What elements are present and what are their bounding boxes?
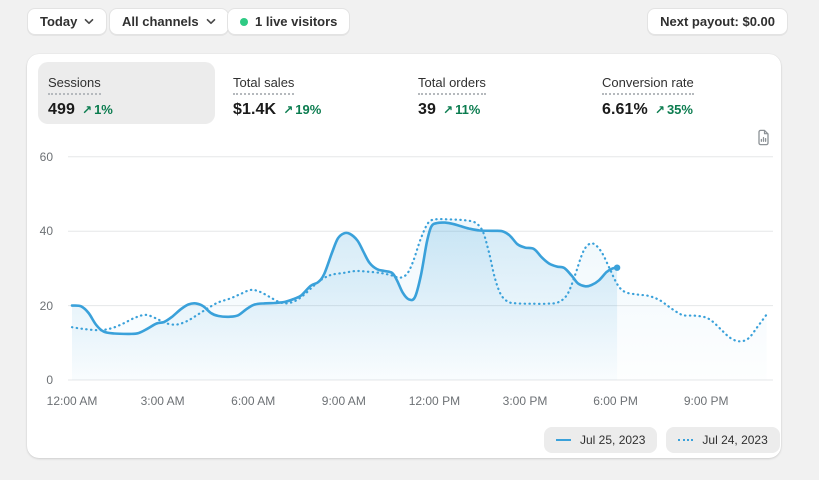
analytics-card: Sessions 499 ↗ 1% Total sales $1.4K ↗ 19% … — [27, 54, 781, 458]
report-file-icon[interactable] — [751, 125, 775, 149]
y-axis-label: 40 — [39, 224, 53, 239]
live-point-dot — [613, 264, 621, 271]
y-axis-label: 0 — [46, 373, 53, 387]
solid-line-swatch-icon — [556, 439, 571, 441]
current-day-area — [72, 222, 618, 380]
x-axis-label: 3:00 AM — [140, 394, 185, 408]
current-day-line — [70, 221, 619, 336]
metric-value: $1.4K — [233, 101, 277, 119]
legend-item-current: Jul 25, 2023 — [544, 427, 658, 453]
metric-value: 6.61% — [602, 101, 648, 119]
legend-label: Jul 24, 2023 — [702, 433, 768, 447]
trend-up-icon: ↗ — [82, 103, 93, 118]
dotted-line-swatch-icon — [678, 439, 694, 441]
metric-label: Total sales — [233, 75, 295, 96]
legend-item-previous: Jul 24, 2023 — [666, 427, 780, 453]
chevron-down-icon — [84, 18, 94, 25]
metric-tab-sessions[interactable]: Sessions 499 ↗ 1% — [38, 62, 215, 124]
date-range-button[interactable]: Today — [27, 8, 108, 35]
x-axis-label: 6:00 PM — [593, 394, 638, 408]
y-axis-label: 60 — [39, 149, 53, 164]
chevron-down-icon — [206, 18, 216, 25]
metric-tab-total-orders[interactable]: Total orders 39 ↗ 11% — [418, 74, 486, 119]
metric-delta: 19% — [295, 102, 322, 118]
x-axis-label: 12:00 AM — [46, 394, 98, 408]
metric-delta: 35% — [666, 102, 693, 118]
next-payout-label: Next payout: $0.00 — [660, 14, 775, 29]
metric-label: Conversion rate — [602, 75, 694, 96]
metric-value: 499 — [48, 101, 75, 119]
metric-value: 39 — [418, 101, 436, 119]
channels-button[interactable]: All channels — [109, 8, 229, 35]
legend-label: Jul 25, 2023 — [580, 433, 646, 447]
metric-label: Total orders — [418, 75, 486, 96]
x-axis-label: 9:00 PM — [683, 394, 729, 408]
x-axis-label: 6:00 AM — [231, 394, 276, 408]
metric-delta: 1% — [94, 102, 113, 118]
previous-day-line — [70, 217, 768, 343]
y-axis-label: 20 — [39, 298, 53, 313]
trend-up-icon: ↗ — [654, 103, 665, 118]
topbar: Today All channels 1 live visitors Next … — [0, 0, 819, 46]
live-visitors-label: 1 live visitors — [255, 14, 338, 29]
live-indicator-dot — [240, 17, 248, 26]
chart-plot-area — [68, 156, 773, 381]
next-payout-button[interactable]: Next payout: $0.00 — [647, 8, 788, 35]
x-axis-label: 3:00 PM — [502, 394, 548, 408]
x-axis-label: 9:00 AM — [321, 394, 366, 408]
channels-label: All channels — [122, 14, 199, 29]
metric-delta: 11% — [455, 102, 481, 118]
chart-legend: Jul 25, 2023 Jul 24, 2023 — [544, 427, 780, 453]
x-axis-label: 12:00 PM — [408, 394, 461, 408]
metric-tab-conversion-rate[interactable]: Conversion rate 6.61% ↗ 35% — [602, 74, 694, 119]
sessions-line-chart[interactable]: 0 20 40 60 12:00 AM 3:00 AM 6:00 AM 9:00 AM 12:0… — [27, 54, 781, 458]
trend-up-icon: ↗ — [443, 103, 454, 118]
live-visitors-button[interactable]: 1 live visitors — [227, 8, 351, 35]
date-range-label: Today — [40, 14, 78, 29]
trend-up-icon: ↗ — [283, 103, 294, 118]
metric-tab-total-sales[interactable]: Total sales $1.4K ↗ 19% — [233, 74, 321, 119]
metric-label: Sessions — [48, 75, 101, 96]
